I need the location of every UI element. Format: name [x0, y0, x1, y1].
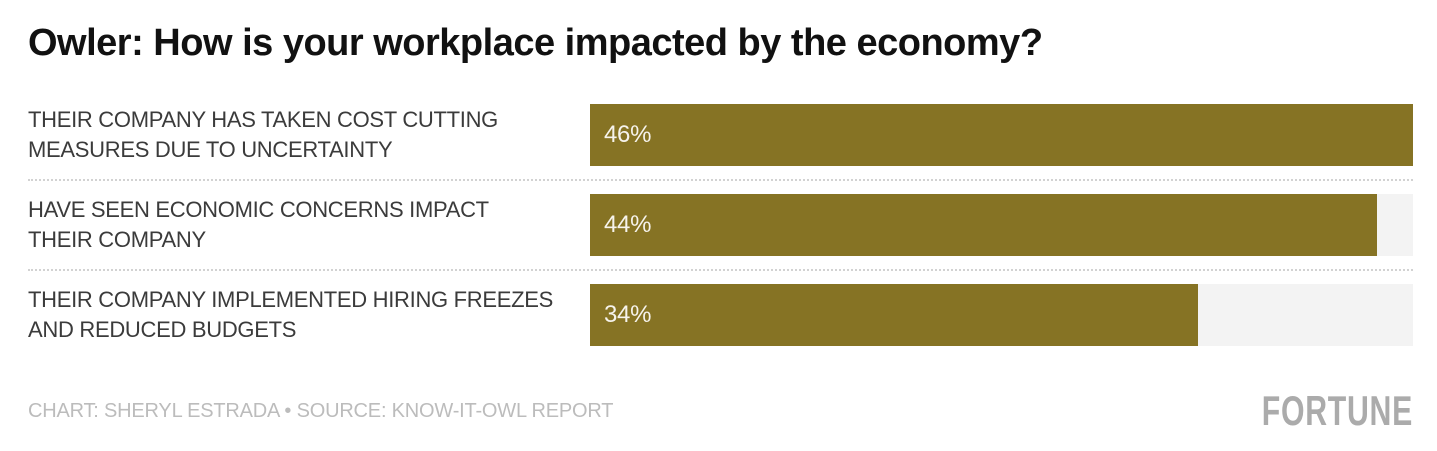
fortune-logo: FORTUNE	[1261, 387, 1413, 434]
bar-value-hiring-freezes: 34%	[604, 301, 652, 328]
chart-row-cost-cutting: THEIR COMPANY HAS TAKEN COST CUTTING MEA…	[28, 91, 1413, 181]
category-label-cost-cutting: THEIR COMPANY HAS TAKEN COST CUTTING MEA…	[28, 107, 498, 162]
bar-track-cost-cutting: 46%	[590, 104, 1413, 166]
bar-hiring-freezes: 34%	[590, 284, 1199, 346]
chart-title: Owler: How is your workplace impacted by…	[28, 22, 1043, 64]
category-label-economic-concerns: HAVE SEEN ECONOMIC CONCERNS IMPACT THEIR…	[28, 197, 489, 252]
chart-credit: CHART: SHERYL ESTRADA • SOURCE: KNOW-IT-…	[28, 399, 614, 422]
chart-footer: CHART: SHERYL ESTRADA • SOURCE: KNOW-IT-…	[28, 387, 1413, 435]
bar-value-cost-cutting: 46%	[604, 121, 652, 148]
chart-row-hiring-freezes: THEIR COMPANY IMPLEMENTED HIRING FREEZES…	[28, 271, 1413, 359]
bar-economic-concerns: 44%	[590, 194, 1378, 256]
bar-cost-cutting: 46%	[590, 104, 1413, 166]
category-label-hiring-freezes: THEIR COMPANY IMPLEMENTED HIRING FREEZES…	[28, 287, 554, 342]
chart-row-economic-concerns: HAVE SEEN ECONOMIC CONCERNS IMPACT THEIR…	[28, 181, 1413, 271]
bar-track-economic-concerns: 44%	[590, 194, 1413, 256]
bar-track-hiring-freezes: 34%	[590, 284, 1413, 346]
bar-value-economic-concerns: 44%	[604, 211, 652, 238]
bar-chart: THEIR COMPANY HAS TAKEN COST CUTTING MEA…	[28, 91, 1413, 359]
